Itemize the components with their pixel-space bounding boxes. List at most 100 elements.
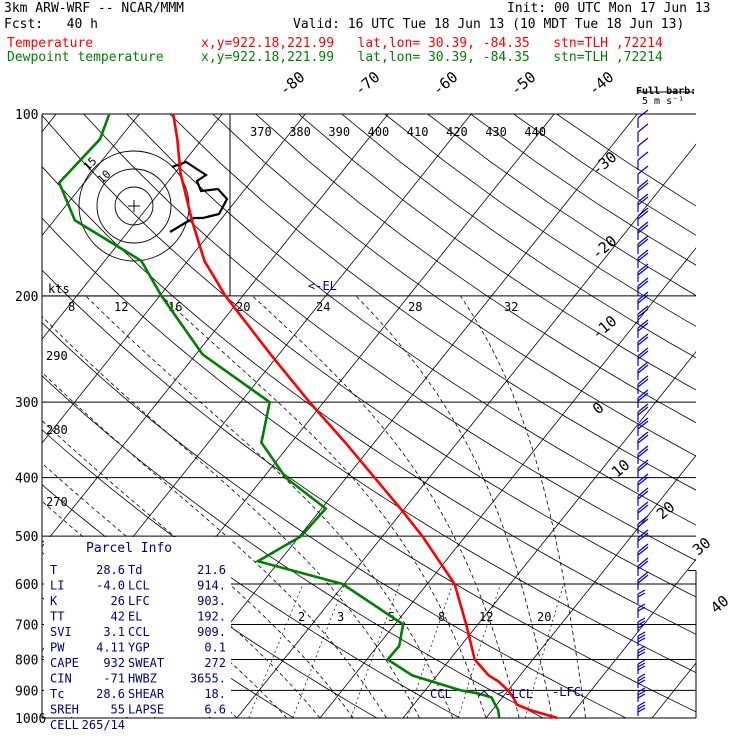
mixing-ratio-label: 2 [298, 610, 305, 624]
mixing-ratio-label: 8 [438, 610, 445, 624]
wind-barb-flag [637, 532, 649, 542]
moist-adiabat-line [85, 295, 454, 718]
wind-barb-flag [637, 431, 649, 441]
dewpoint-legend-label: Dewpoint temperature [7, 50, 164, 65]
wind-barb-flag [637, 557, 649, 567]
pressure-label: 1000 [15, 712, 46, 727]
wind-barb-flag [637, 571, 649, 581]
wind-barb-flag [637, 673, 646, 679]
isotherm-label: -60 [429, 68, 461, 99]
wind-barb-flag [637, 249, 649, 259]
mixing-ratio-label: 12 [479, 610, 493, 624]
parcel-info-key: LI [50, 579, 64, 593]
parcel-info-key: CCL [128, 625, 150, 639]
wind-barb-flag [637, 603, 646, 609]
wind-barb-flag [637, 704, 646, 710]
hodograph-unit-label: kts [48, 282, 70, 296]
ccl-marker: CCL [430, 687, 452, 701]
dry-adiabat-line [42, 114, 544, 718]
parcel-info-key: PW [50, 641, 65, 655]
theta-label: 410 [407, 125, 429, 139]
wind-barb-flag [637, 690, 646, 696]
wind-barb-flag [637, 634, 646, 640]
speed-scale-label: 12 [114, 300, 128, 314]
lfc-marker: -LFC [552, 685, 581, 699]
dry-adiabat-line [255, 114, 696, 718]
wind-barb-flag [637, 280, 649, 290]
parcel-info-key: SHEAR [128, 687, 165, 701]
theta-label: 390 [328, 125, 350, 139]
wind-barb-flag [637, 701, 646, 707]
parcel-info-key: K [50, 594, 58, 608]
pressure-label: 300 [15, 396, 38, 411]
wind-barb-flag [637, 631, 646, 637]
isotherm-label: -70 [351, 68, 383, 99]
wind-barb-flag [637, 333, 649, 343]
parcel-info-key: YGP [128, 641, 150, 655]
wind-barb-flag [637, 291, 649, 301]
parcel-info-value: 192. [197, 610, 226, 624]
pressure-label: 200 [15, 290, 38, 305]
wind-barb-flag [637, 238, 649, 248]
wind-barb-flag [637, 207, 649, 217]
wind-barb-flag [637, 109, 649, 119]
wind-barb-flag [637, 515, 649, 525]
wind-barb-flag [637, 665, 646, 671]
dry-adiabat-line [126, 114, 696, 718]
parcel-info-value: -4.0 [96, 579, 125, 593]
moist-adiabat-line [355, 295, 553, 718]
wind-barb-flag [637, 137, 649, 147]
theta-label: 370 [250, 125, 272, 139]
pressure-label: 500 [15, 530, 38, 545]
wind-barb-flag [637, 417, 649, 427]
wind-barb-flag [637, 589, 646, 595]
wind-barb-flag [637, 662, 646, 668]
parcel-info-key: Tc [50, 687, 64, 701]
isotherm-line [319, 114, 696, 718]
moist-adiabat-line [460, 295, 586, 718]
pressure-label: 800 [15, 653, 38, 668]
wind-barb-flag [637, 543, 649, 553]
lcl-point [478, 690, 490, 697]
wind-barb-flag [637, 277, 649, 287]
theta-label: 440 [524, 125, 546, 139]
isotherm-label: -80 [276, 68, 308, 99]
wind-barb-flag [637, 305, 649, 315]
theta-label: 380 [289, 125, 311, 139]
init-time: Init: 00 UTC Mon 17 Jun 13 [507, 1, 711, 16]
parcel-info-key: T [50, 563, 57, 577]
wind-barb-flag [637, 123, 649, 133]
wind-barb-flag [637, 235, 649, 245]
temperature-legend-info: x,y=922.18,221.99 lat,lon= 30.39, -84.35… [201, 36, 663, 51]
wind-barb-flag [637, 687, 646, 693]
forecast-hour: Fcst: 40 h [4, 17, 98, 32]
wind-barb-flag [637, 462, 649, 472]
parcel-info-value: 55 [111, 703, 125, 717]
wind-barb-flag [637, 364, 649, 374]
wind-barb-flag [637, 645, 646, 651]
wind-barb-flag [637, 406, 649, 416]
parcel-info-key: Td [128, 563, 142, 577]
parcel-info-key: LCL [128, 579, 150, 593]
parcel-info-key: EL [128, 610, 142, 624]
wind-barb-flag [637, 375, 649, 385]
wind-barb-flag [637, 434, 649, 444]
wind-barb-flag [637, 308, 649, 318]
parcel-info-key: SVI [50, 625, 72, 639]
wind-barb-flag [637, 294, 649, 304]
pressure-label: 700 [15, 618, 38, 633]
parcel-info-value: 42 [111, 610, 125, 624]
dry-adiabat-line [513, 114, 696, 718]
wind-barb-flag [637, 637, 646, 643]
isotherm-line [42, 114, 140, 718]
parcel-info-value: 28.6 [96, 563, 125, 577]
dewpoint-legend-info: x,y=922.18,221.99 lat,lon= 30.39, -84.35… [201, 50, 663, 65]
dewpoint-line [57, 113, 501, 719]
wind-barb-flag [637, 501, 649, 511]
model-title: 3km ARW-WRF -- NCAR/MMM [4, 1, 185, 16]
wind-barb-flag [637, 252, 649, 262]
wind-barb-flag [637, 224, 649, 234]
wind-barb-flag [637, 182, 649, 192]
wind-barb-flag [637, 459, 649, 469]
